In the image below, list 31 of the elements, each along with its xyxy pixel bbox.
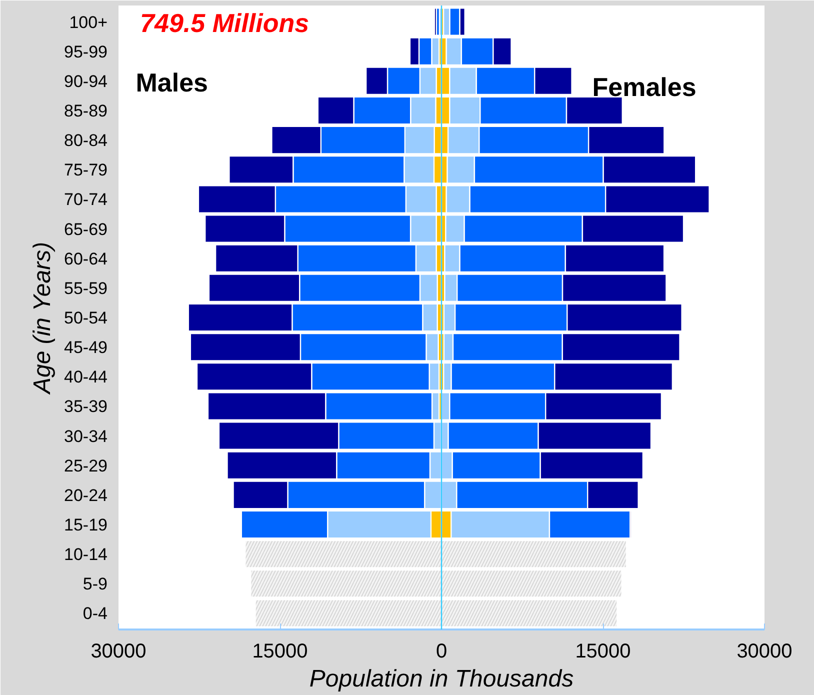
y-tick-label: 90-94 [64, 72, 108, 91]
y-tick-label: 60-64 [64, 249, 108, 268]
y-tick-label: 20-24 [64, 486, 108, 505]
y-tick-label: 55-59 [64, 278, 108, 298]
x-tick-label: 15000 [252, 640, 308, 662]
y-tick-label: 30-34 [64, 426, 108, 446]
y-tick-label: 25-29 [64, 456, 108, 476]
y-axis-title: Age (in Years) [29, 242, 56, 396]
y-tick-label: 95-99 [64, 42, 108, 62]
annotation: Males [136, 67, 208, 98]
x-axis-title: Population in Thousands [309, 666, 574, 692]
y-tick-label: 0-4 [82, 604, 108, 624]
y-tick-label: 75-79 [64, 160, 108, 180]
y-tick-label: 5-9 [82, 574, 108, 594]
y-tick-label: 80-84 [64, 131, 108, 150]
y-tick-label: 40-44 [64, 368, 108, 387]
y-tick-label: 85-89 [64, 101, 108, 120]
annotation: Females [592, 72, 696, 102]
y-tick-label: 70-74 [64, 190, 108, 210]
y-tick-label: 10-14 [64, 545, 108, 564]
x-tick-label: 0 [436, 640, 448, 662]
y-tick-label: 35-39 [64, 397, 108, 416]
y-tick-label: 65-69 [64, 220, 108, 239]
y-tick-label: 100+ [69, 12, 108, 32]
y-tick-label: 45-49 [64, 338, 108, 358]
x-tick-label: 15000 [575, 640, 631, 662]
y-tick-label: 15-19 [64, 516, 108, 535]
x-tick-label: 30000 [90, 640, 146, 662]
annotation: 749.5 Millions [140, 8, 310, 38]
x-tick-label: 30000 [736, 640, 792, 662]
y-tick-label: 50-54 [64, 308, 108, 328]
